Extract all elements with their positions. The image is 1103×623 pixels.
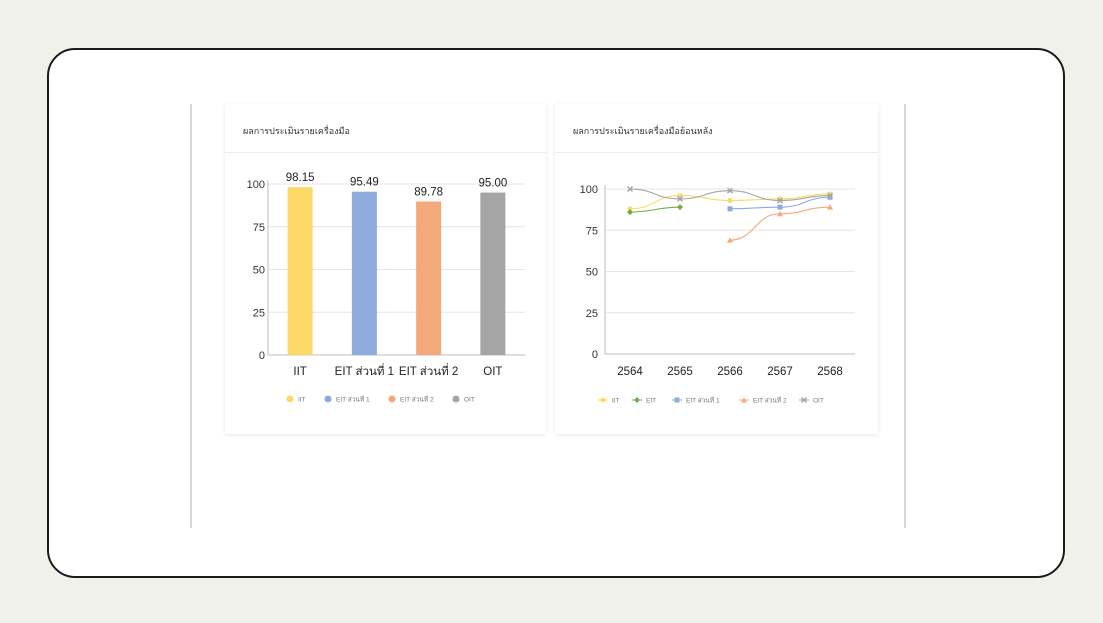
data-point (726, 187, 734, 194)
line-chart: 0 25 50 75 100 2564 2565 2566 2567 2568 IIT EIT EIT … (580, 184, 855, 405)
legend-marker (452, 395, 460, 403)
bar (480, 192, 506, 355)
data-point (727, 237, 733, 243)
bar-data-label: 98.15 (286, 172, 315, 184)
y-tick-label: 50 (586, 267, 598, 279)
x-tick-label: 2567 (767, 366, 793, 378)
data-point (777, 210, 783, 217)
legend-label: IIT (612, 398, 620, 405)
data-point (674, 397, 680, 403)
data-point (600, 397, 606, 403)
x-tick-label: EIT ส่วนที่ 1 (335, 363, 394, 378)
data-point (627, 206, 633, 212)
data-point (627, 209, 633, 216)
y-tick-label: 75 (586, 225, 598, 237)
bar-chart-card: ผลการประเมินรายเครื่องมือ 0 25 50 75 100 98.1… (225, 104, 546, 434)
y-tick-label: 100 (247, 179, 265, 191)
bar-chart-card-title: ผลการประเมินรายเครื่องมือ (243, 127, 350, 137)
legend-marker (324, 395, 332, 403)
y-tick-label: 50 (253, 265, 265, 277)
y-tick-label: 25 (253, 307, 265, 319)
data-point (727, 198, 733, 204)
data-point (776, 197, 784, 204)
legend-label: EIT (646, 398, 656, 405)
bar (416, 201, 442, 355)
card-header-divider (225, 152, 546, 153)
data-point (741, 397, 747, 403)
data-point (634, 397, 640, 403)
legend-label: IIT (298, 397, 306, 404)
x-tick-label: 2566 (717, 366, 743, 378)
x-tick-label: 2564 (617, 366, 643, 378)
data-point (827, 204, 833, 210)
data-point (827, 194, 833, 200)
data-point (727, 206, 733, 212)
legend-label: OIT (464, 397, 475, 404)
data-point (800, 396, 808, 404)
legend-label: OIT (813, 398, 824, 405)
y-tick-label: 100 (580, 184, 598, 196)
x-tick-label: 2568 (817, 366, 843, 378)
y-tick-label: 0 (259, 350, 265, 362)
legend-marker (388, 395, 396, 403)
data-point (777, 204, 783, 210)
legend-label: EIT ส่วนที่ 2 (753, 396, 787, 405)
bar (287, 187, 313, 355)
bar (351, 191, 377, 355)
x-tick-label: IIT (293, 366, 306, 378)
legend-marker (286, 395, 294, 403)
line-chart-card: ผลการประเมินรายเครื่องมือย้อนหลัง 0 25 50 7… (555, 104, 878, 434)
bar-data-label: 95.00 (478, 178, 507, 190)
bar-chart: 0 25 50 75 100 98.15 IIT 95.49 EIT ส่วนที่ 1 89.7… (247, 172, 525, 404)
data-point (676, 195, 684, 202)
bar-data-label: 95.49 (350, 177, 379, 189)
bar-data-label: 89.78 (414, 186, 443, 198)
y-tick-label: 0 (592, 349, 598, 361)
legend-label: EIT ส่วนที่ 2 (400, 395, 434, 404)
x-tick-label: EIT ส่วนที่ 2 (399, 363, 458, 378)
x-tick-label: OIT (483, 366, 502, 378)
legend-label: EIT ส่วนที่ 1 (336, 395, 370, 404)
legend-label: EIT ส่วนที่ 1 (686, 396, 720, 405)
x-tick-label: 2565 (667, 366, 693, 378)
data-point (677, 204, 683, 211)
data-point (826, 192, 834, 199)
line-chart-card-title: ผลการประเมินรายเครื่องมือย้อนหลัง (573, 127, 713, 137)
y-tick-label: 75 (253, 222, 265, 234)
card-header-divider (555, 152, 878, 153)
data-point (626, 185, 634, 193)
y-tick-label: 25 (586, 308, 598, 320)
series-line (629, 206, 681, 213)
